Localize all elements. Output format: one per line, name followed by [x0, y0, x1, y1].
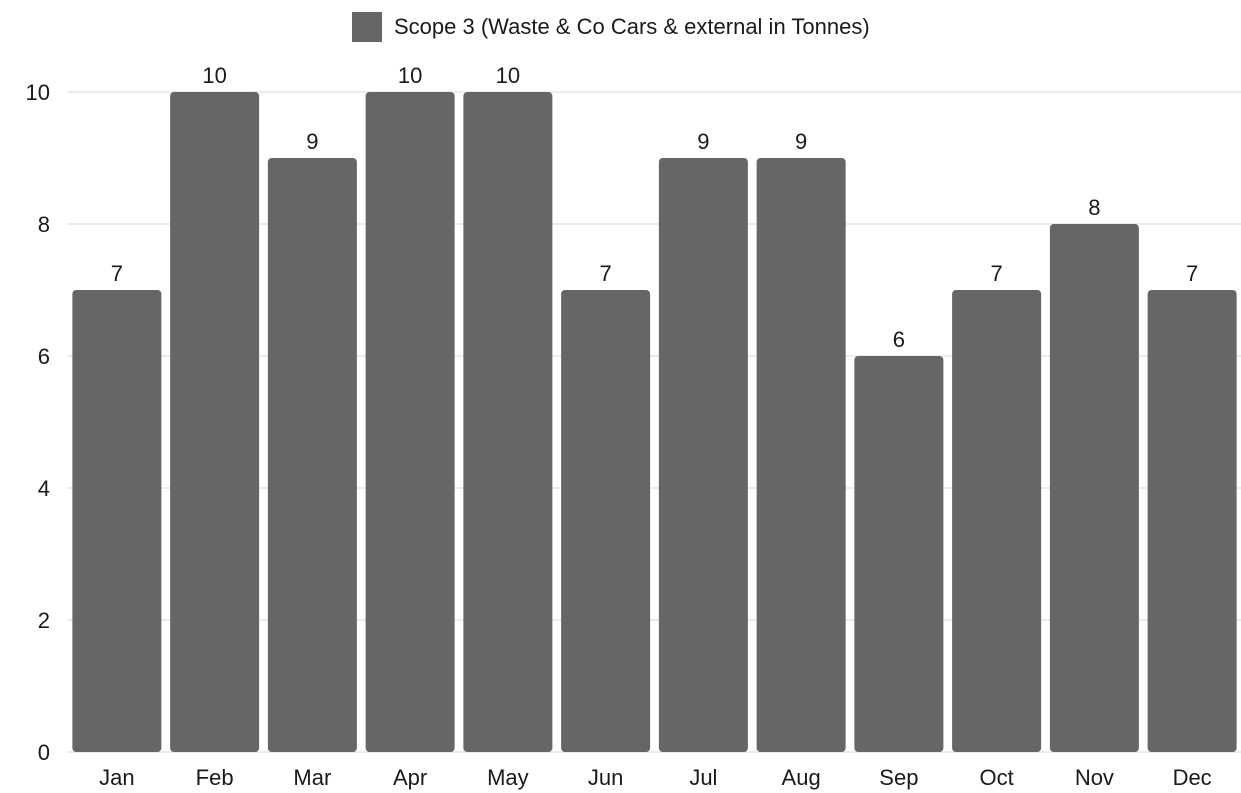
data-label: 7 [111, 261, 123, 286]
data-label: 10 [398, 63, 422, 88]
x-tick-label: Mar [293, 765, 331, 790]
bar [1147, 290, 1237, 752]
bar [72, 290, 162, 752]
data-label: 10 [202, 63, 226, 88]
x-tick-label: Nov [1075, 765, 1114, 790]
data-label: 7 [1186, 261, 1198, 286]
legend-swatch [352, 12, 382, 42]
bar [658, 158, 748, 752]
x-tick-label: Aug [782, 765, 821, 790]
y-tick-label: 8 [38, 212, 50, 237]
bar [854, 356, 944, 752]
data-label: 7 [600, 261, 612, 286]
legend: Scope 3 (Waste & Co Cars & external in T… [352, 11, 870, 43]
x-tick-label: Apr [393, 765, 427, 790]
x-tick-label: May [487, 765, 529, 790]
data-label: 10 [496, 63, 520, 88]
x-tick-label: Oct [980, 765, 1014, 790]
bar [952, 290, 1042, 752]
bar [170, 92, 260, 752]
x-tick-label: Jan [99, 765, 134, 790]
y-tick-label: 6 [38, 344, 50, 369]
x-tick-label: Feb [196, 765, 234, 790]
data-label: 6 [893, 327, 905, 352]
data-label: 9 [795, 129, 807, 154]
x-tick-label: Jun [588, 765, 623, 790]
y-tick-label: 10 [26, 80, 50, 105]
x-tick-label: Jul [689, 765, 717, 790]
bar [365, 92, 455, 752]
data-label: 7 [991, 261, 1003, 286]
data-label: 8 [1088, 195, 1100, 220]
bar [267, 158, 357, 752]
y-tick-label: 2 [38, 608, 50, 633]
bar [463, 92, 553, 752]
data-label: 9 [306, 129, 318, 154]
bar [1049, 224, 1139, 752]
y-tick-label: 0 [38, 740, 50, 765]
bar [756, 158, 846, 752]
x-tick-label: Dec [1173, 765, 1212, 790]
data-label: 9 [697, 129, 709, 154]
legend-label: Scope 3 (Waste & Co Cars & external in T… [394, 14, 870, 39]
bar [561, 290, 651, 752]
x-tick-label: Sep [879, 765, 918, 790]
y-tick-label: 4 [38, 476, 50, 501]
